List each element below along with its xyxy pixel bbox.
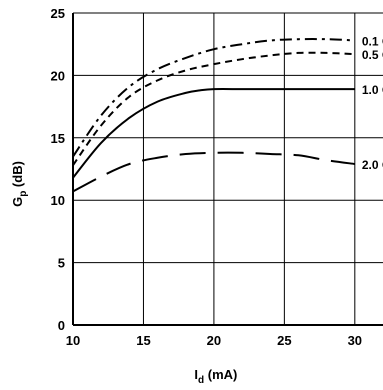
y-tick-label: 10 — [51, 193, 65, 208]
y-tick-label: 20 — [51, 68, 65, 83]
series-line-0-5-ghz — [72, 51, 355, 166]
x-tick-label: 25 — [277, 333, 291, 348]
labels: 10 15 20 25 30 0 5 10 15 20 25 Id (mA) Gp (dB) 0.1 GH… — [10, 6, 383, 386]
y-tick-label: 15 — [51, 131, 65, 146]
y-tick-label: 0 — [58, 318, 65, 333]
series-label: 0.5 GHz — [362, 48, 383, 62]
x-tick-label: 10 — [66, 333, 80, 348]
axes — [72, 13, 383, 326]
grid — [73, 12, 383, 325]
y-axis-label: Gp (dB) — [10, 161, 29, 207]
series-lines — [72, 38, 355, 193]
y-tick-label: 5 — [58, 256, 65, 271]
y-tick-label: 25 — [51, 6, 65, 21]
series-label: 1.0 GHz — [362, 83, 383, 97]
series-line-2-0-ghz — [72, 151, 355, 193]
x-tick-label: 15 — [136, 333, 150, 348]
series-line-0-1-ghz — [72, 38, 355, 158]
x-tick-label: 30 — [348, 333, 362, 348]
series-label: 0.1 GHz — [362, 34, 383, 48]
x-axis-label: Id (mA) — [194, 367, 237, 385]
series-label: 2.0 GHz — [362, 158, 383, 172]
series-line-1-0-ghz — [72, 88, 355, 179]
x-tick-label: 20 — [207, 333, 221, 348]
